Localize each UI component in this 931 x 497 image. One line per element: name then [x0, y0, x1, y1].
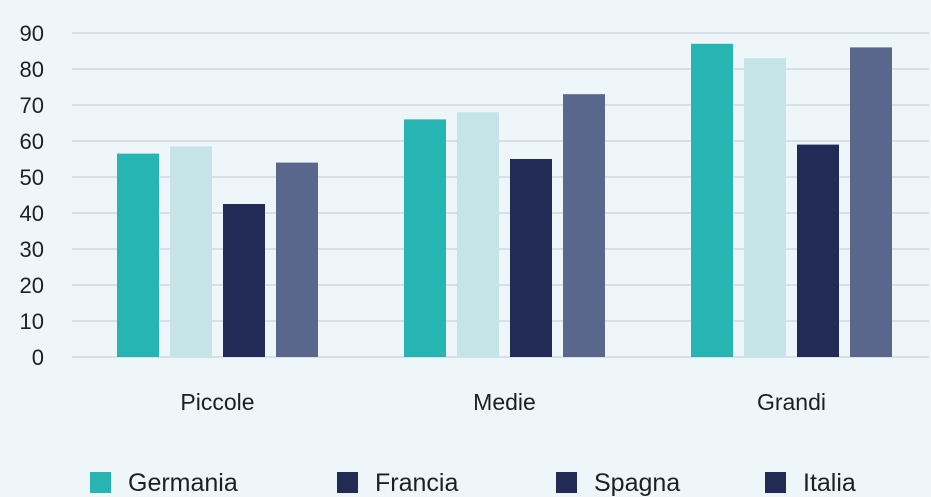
- legend-label: Spagna: [594, 469, 680, 497]
- bars: [117, 43, 892, 358]
- bar-germania-grandi: [691, 43, 733, 358]
- bar-italia-grandi: [850, 47, 892, 358]
- x-category-label: Grandi: [757, 389, 826, 415]
- y-tick-label: 10: [20, 309, 44, 334]
- legend: Germania Francia Spagna Italia: [90, 469, 856, 497]
- gridlines: [72, 32, 929, 358]
- y-tick-label: 40: [20, 201, 44, 226]
- legend-label: Germania: [128, 469, 238, 497]
- bar-spagna-grandi: [797, 144, 839, 357]
- bar-francia-piccole: [170, 146, 212, 357]
- y-tick-label: 90: [20, 21, 44, 46]
- y-tick-label: 20: [20, 273, 44, 298]
- bar-francia-grandi: [744, 58, 786, 357]
- y-tick-label: 70: [20, 93, 44, 118]
- y-axis-ticks: 0 10 20 30 40 50 60 70 80 90: [20, 21, 44, 370]
- legend-label: Italia: [803, 469, 856, 497]
- y-tick-label: 60: [20, 129, 44, 154]
- x-category-label: Medie: [473, 389, 536, 415]
- bar-italia-medie: [563, 94, 605, 357]
- x-axis-categories: Piccole Medie Grandi: [180, 389, 826, 415]
- x-category-label: Piccole: [180, 389, 254, 415]
- y-tick-label: 30: [20, 237, 44, 262]
- y-tick-label: 50: [20, 165, 44, 190]
- legend-swatch: [90, 472, 111, 493]
- legend-swatch: [337, 472, 358, 493]
- bar-italia-piccole: [276, 162, 318, 357]
- bar-spagna-piccole: [223, 204, 265, 357]
- legend-label: Francia: [375, 469, 458, 497]
- legend-swatch: [556, 472, 577, 493]
- legend-swatch: [765, 472, 786, 493]
- bar-spagna-medie: [510, 159, 552, 357]
- y-tick-label: 80: [20, 57, 44, 82]
- bar-germania-piccole: [117, 153, 159, 357]
- bar-francia-medie: [457, 112, 499, 357]
- y-tick-label: 0: [32, 345, 44, 370]
- bar-germania-medie: [404, 119, 446, 358]
